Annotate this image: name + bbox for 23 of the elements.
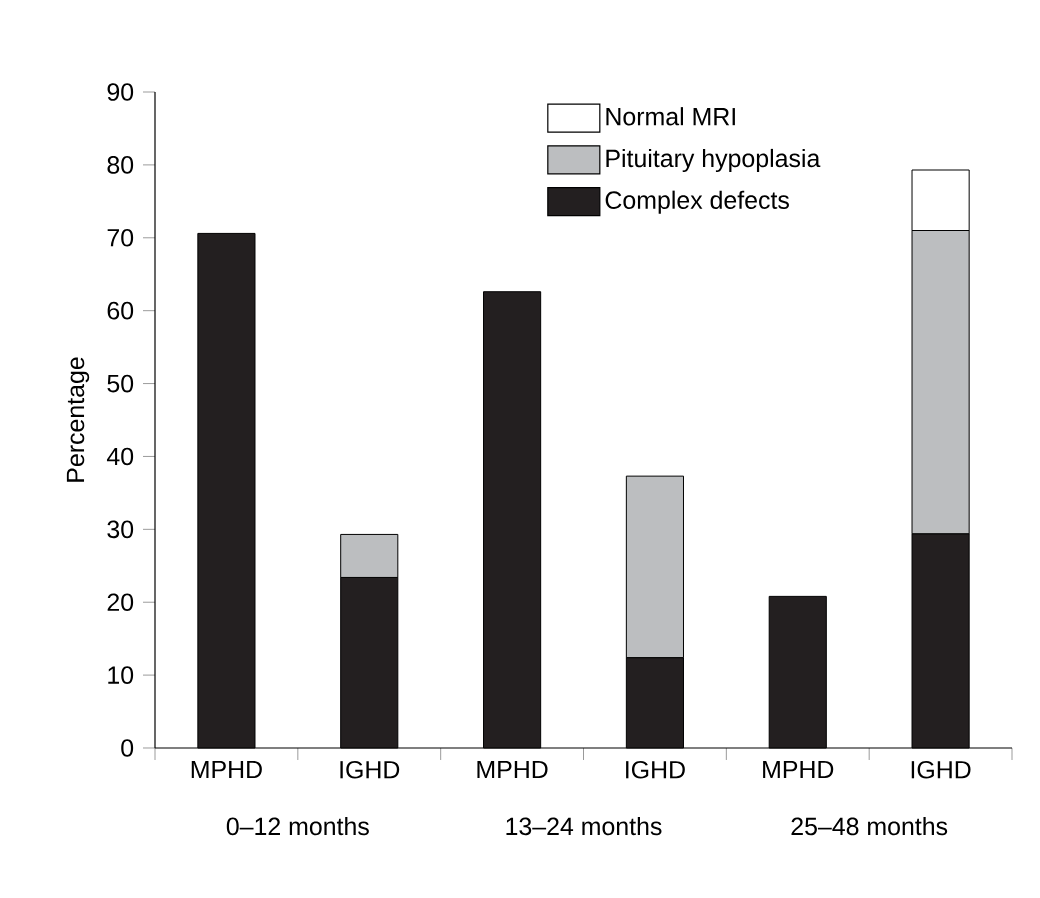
y-tick-label: 90 — [107, 83, 134, 101]
x-tick-label: IGHD — [626, 760, 685, 779]
y-axis-title: Percentage — [66, 357, 90, 482]
y-tick-label: 40 — [106, 447, 134, 466]
text: 13–24 months — [506, 816, 662, 836]
y-tick-label: 30 — [107, 520, 134, 539]
x-tick-label: MPHD — [763, 760, 834, 779]
y-tick-label: 0 — [121, 739, 134, 757]
legend-label: Complex defects — [605, 190, 789, 214]
y-tick-label: 60 — [107, 301, 134, 320]
y-tick-label: 20 — [107, 593, 134, 612]
y-tick-label: 50 — [107, 374, 134, 393]
x-tick-label: IGHD — [911, 760, 971, 779]
legend-label: Pituitary hypoplasia — [606, 148, 821, 173]
legend-label: Normal MRI — [606, 107, 735, 126]
y-tick-label: 80 — [107, 156, 134, 174]
text: 25–48 months — [791, 816, 948, 836]
y-tick-label: 70 — [107, 228, 134, 247]
text: 0–12 months — [226, 816, 369, 836]
x-tick-label: MPHD — [477, 760, 548, 779]
y-tick-label: 10 — [108, 666, 134, 684]
x-tick-label: IGHD — [340, 760, 400, 779]
x-tick-label: MPHD — [191, 760, 262, 779]
